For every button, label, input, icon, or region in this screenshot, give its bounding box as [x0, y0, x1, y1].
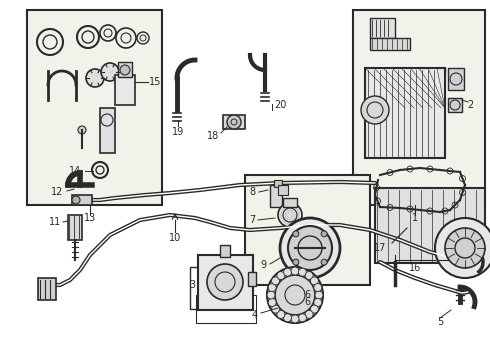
Bar	[100, 108, 115, 153]
Text: 20: 20	[274, 100, 286, 110]
Text: 12: 12	[51, 187, 63, 197]
Bar	[448, 68, 464, 90]
Circle shape	[314, 298, 322, 306]
Circle shape	[321, 259, 327, 265]
Circle shape	[120, 65, 130, 75]
Bar	[245, 175, 370, 285]
Bar	[283, 198, 297, 207]
Text: 9: 9	[260, 260, 266, 270]
Bar	[353, 10, 485, 205]
Text: 8: 8	[249, 187, 255, 197]
Text: 17: 17	[374, 243, 386, 253]
Text: 2: 2	[467, 100, 473, 110]
Circle shape	[277, 271, 285, 280]
Circle shape	[293, 231, 299, 237]
Circle shape	[315, 291, 323, 299]
Text: 16: 16	[409, 263, 421, 273]
Circle shape	[227, 115, 241, 129]
Bar	[27, 10, 162, 205]
Bar	[375, 188, 485, 263]
Circle shape	[207, 264, 243, 300]
Bar	[370, 38, 410, 50]
Text: 10: 10	[169, 233, 181, 243]
Circle shape	[267, 291, 275, 299]
Circle shape	[291, 267, 299, 275]
Bar	[365, 68, 445, 158]
Circle shape	[314, 284, 322, 292]
Circle shape	[101, 63, 119, 81]
Bar	[370, 18, 395, 38]
Bar	[38, 278, 56, 300]
Text: 11: 11	[49, 217, 61, 227]
Bar	[198, 255, 253, 310]
Circle shape	[293, 259, 299, 265]
Circle shape	[268, 298, 276, 306]
Circle shape	[72, 196, 80, 204]
Circle shape	[298, 268, 306, 276]
Text: 1: 1	[412, 213, 418, 223]
Text: 3: 3	[189, 280, 195, 290]
Bar	[248, 272, 256, 286]
Circle shape	[78, 126, 86, 134]
Circle shape	[435, 218, 490, 278]
Text: 6: 6	[304, 297, 310, 307]
Bar	[115, 75, 135, 105]
Bar	[278, 185, 288, 195]
Text: 6: 6	[304, 290, 310, 300]
Circle shape	[278, 203, 302, 227]
Circle shape	[268, 284, 276, 292]
Bar	[274, 180, 282, 187]
Text: 14: 14	[69, 166, 81, 176]
Circle shape	[271, 277, 280, 285]
Bar	[68, 215, 82, 240]
Circle shape	[305, 271, 313, 280]
Circle shape	[291, 315, 299, 323]
Circle shape	[280, 218, 340, 278]
Text: 18: 18	[207, 131, 219, 141]
Circle shape	[277, 310, 285, 318]
Circle shape	[311, 305, 319, 313]
Circle shape	[275, 275, 315, 315]
Bar	[196, 295, 256, 323]
Circle shape	[271, 305, 280, 313]
Bar	[223, 115, 245, 129]
Circle shape	[298, 314, 306, 322]
Bar	[220, 245, 230, 257]
Bar	[72, 195, 92, 205]
Circle shape	[445, 228, 485, 268]
Circle shape	[267, 267, 323, 323]
Bar	[270, 185, 282, 207]
Circle shape	[284, 314, 292, 322]
Circle shape	[288, 226, 332, 270]
Bar	[118, 62, 132, 77]
Text: 4: 4	[252, 310, 258, 320]
Text: 13: 13	[84, 213, 96, 223]
Text: 19: 19	[172, 127, 184, 137]
Bar	[190, 267, 228, 309]
Text: 5: 5	[437, 317, 443, 327]
Circle shape	[311, 277, 319, 285]
Circle shape	[86, 69, 104, 87]
Text: 15: 15	[149, 77, 161, 87]
Circle shape	[284, 268, 292, 276]
Circle shape	[361, 96, 389, 124]
Bar	[448, 98, 462, 112]
Circle shape	[321, 231, 327, 237]
Text: 7: 7	[249, 215, 255, 225]
Circle shape	[305, 310, 313, 318]
